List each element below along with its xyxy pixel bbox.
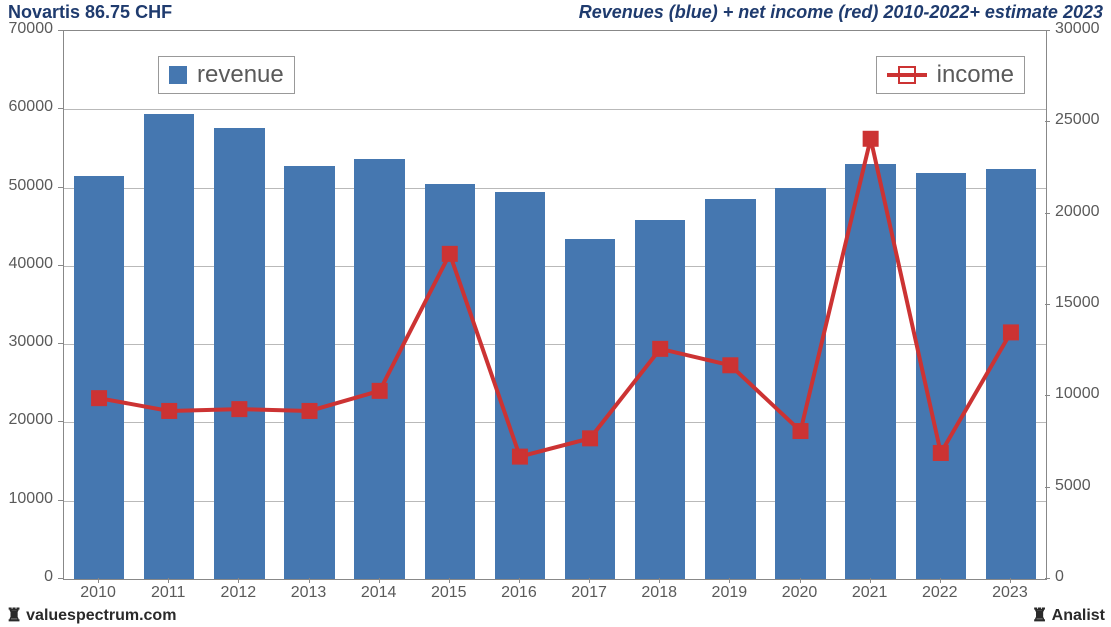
y-axis-right-label: 20000 bbox=[1055, 203, 1100, 221]
x-axis-label: 2010 bbox=[80, 584, 116, 602]
x-tick bbox=[870, 578, 871, 583]
revenue-bar bbox=[214, 128, 265, 579]
x-axis-label: 2023 bbox=[992, 584, 1028, 602]
y-axis-left-label: 60000 bbox=[0, 98, 53, 116]
y-axis-left-label: 40000 bbox=[0, 255, 53, 273]
rook-icon: ♜ bbox=[6, 606, 22, 624]
x-axis-label: 2020 bbox=[782, 584, 818, 602]
legend-label: revenue bbox=[197, 61, 284, 89]
x-tick bbox=[589, 578, 590, 583]
y-tick-left bbox=[58, 30, 63, 31]
revenue-bar bbox=[74, 176, 125, 579]
y-axis-right-label: 10000 bbox=[1055, 385, 1100, 403]
x-tick bbox=[659, 578, 660, 583]
x-tick bbox=[1010, 578, 1011, 583]
y-axis-left-label: 30000 bbox=[0, 333, 53, 351]
revenue-bar bbox=[495, 192, 546, 579]
y-tick-left bbox=[58, 108, 63, 109]
y-tick-right bbox=[1045, 213, 1050, 214]
gridline bbox=[64, 188, 1046, 189]
x-axis-label: 2014 bbox=[361, 584, 397, 602]
x-tick bbox=[519, 578, 520, 583]
x-axis-label: 2016 bbox=[501, 584, 537, 602]
legend-label: income bbox=[937, 61, 1014, 89]
x-tick bbox=[729, 578, 730, 583]
rook-icon: ♜ bbox=[1032, 606, 1048, 624]
revenue-bar bbox=[845, 164, 896, 579]
y-axis-right-label: 30000 bbox=[1055, 20, 1100, 38]
x-axis-label: 2012 bbox=[221, 584, 257, 602]
y-axis-left-label: 50000 bbox=[0, 177, 53, 195]
revenue-bar bbox=[986, 169, 1037, 579]
gridline bbox=[64, 109, 1046, 110]
y-tick-right bbox=[1045, 304, 1050, 305]
y-axis-right-label: 0 bbox=[1055, 568, 1064, 586]
y-tick-left bbox=[58, 421, 63, 422]
revenue-bar bbox=[565, 239, 616, 579]
y-tick-right bbox=[1045, 487, 1050, 488]
gridline bbox=[64, 422, 1046, 423]
x-tick bbox=[379, 578, 380, 583]
gridline bbox=[64, 266, 1046, 267]
x-axis-label: 2011 bbox=[151, 584, 185, 602]
y-axis-right-label: 15000 bbox=[1055, 294, 1100, 312]
x-axis-label: 2018 bbox=[641, 584, 677, 602]
legend-income: income bbox=[876, 56, 1025, 94]
y-tick-left bbox=[58, 187, 63, 188]
revenue-bar bbox=[916, 173, 967, 579]
title-right: Revenues (blue) + net income (red) 2010-… bbox=[579, 2, 1103, 23]
income-marker bbox=[864, 132, 878, 146]
y-axis-right-label: 25000 bbox=[1055, 111, 1100, 129]
x-axis-label: 2021 bbox=[852, 584, 888, 602]
y-tick-right bbox=[1045, 395, 1050, 396]
income-line bbox=[64, 31, 1046, 579]
revenue-bar bbox=[705, 199, 756, 579]
footer-left-text: valuespectrum.com bbox=[26, 607, 176, 624]
revenue-bar bbox=[635, 220, 686, 579]
y-tick-left bbox=[58, 500, 63, 501]
x-tick bbox=[800, 578, 801, 583]
y-axis-right-label: 5000 bbox=[1055, 477, 1091, 495]
revenue-bar bbox=[284, 166, 335, 579]
y-tick-left bbox=[58, 265, 63, 266]
x-tick bbox=[98, 578, 99, 583]
y-tick-right bbox=[1045, 30, 1050, 31]
x-axis-label: 2013 bbox=[291, 584, 327, 602]
chart-plot-area bbox=[63, 30, 1047, 580]
x-tick bbox=[238, 578, 239, 583]
footer-right: ♜Analist bbox=[1032, 605, 1105, 625]
x-axis-label: 2015 bbox=[431, 584, 467, 602]
legend-swatch-bar bbox=[169, 66, 187, 84]
x-tick bbox=[168, 578, 169, 583]
revenue-bar bbox=[144, 114, 195, 579]
y-tick-right bbox=[1045, 121, 1050, 122]
x-tick bbox=[449, 578, 450, 583]
legend-revenue: revenue bbox=[158, 56, 295, 94]
footer-right-text: Analist bbox=[1052, 607, 1105, 624]
y-tick-left bbox=[58, 578, 63, 579]
gridline bbox=[64, 344, 1046, 345]
x-axis-label: 2019 bbox=[712, 584, 748, 602]
y-tick-right bbox=[1045, 578, 1050, 579]
revenue-bar bbox=[425, 184, 476, 579]
legend-swatch-line bbox=[887, 73, 927, 77]
x-axis-label: 2022 bbox=[922, 584, 958, 602]
gridline bbox=[64, 501, 1046, 502]
x-axis-label: 2017 bbox=[571, 584, 607, 602]
x-tick bbox=[309, 578, 310, 583]
y-axis-left-label: 20000 bbox=[0, 411, 53, 429]
x-tick bbox=[940, 578, 941, 583]
y-axis-left-label: 0 bbox=[0, 568, 53, 586]
revenue-bar bbox=[775, 188, 826, 579]
y-tick-left bbox=[58, 343, 63, 344]
revenue-bar bbox=[354, 159, 405, 579]
y-axis-left-label: 70000 bbox=[0, 20, 53, 38]
footer-left: ♜valuespectrum.com bbox=[6, 605, 176, 625]
y-axis-left-label: 10000 bbox=[0, 490, 53, 508]
